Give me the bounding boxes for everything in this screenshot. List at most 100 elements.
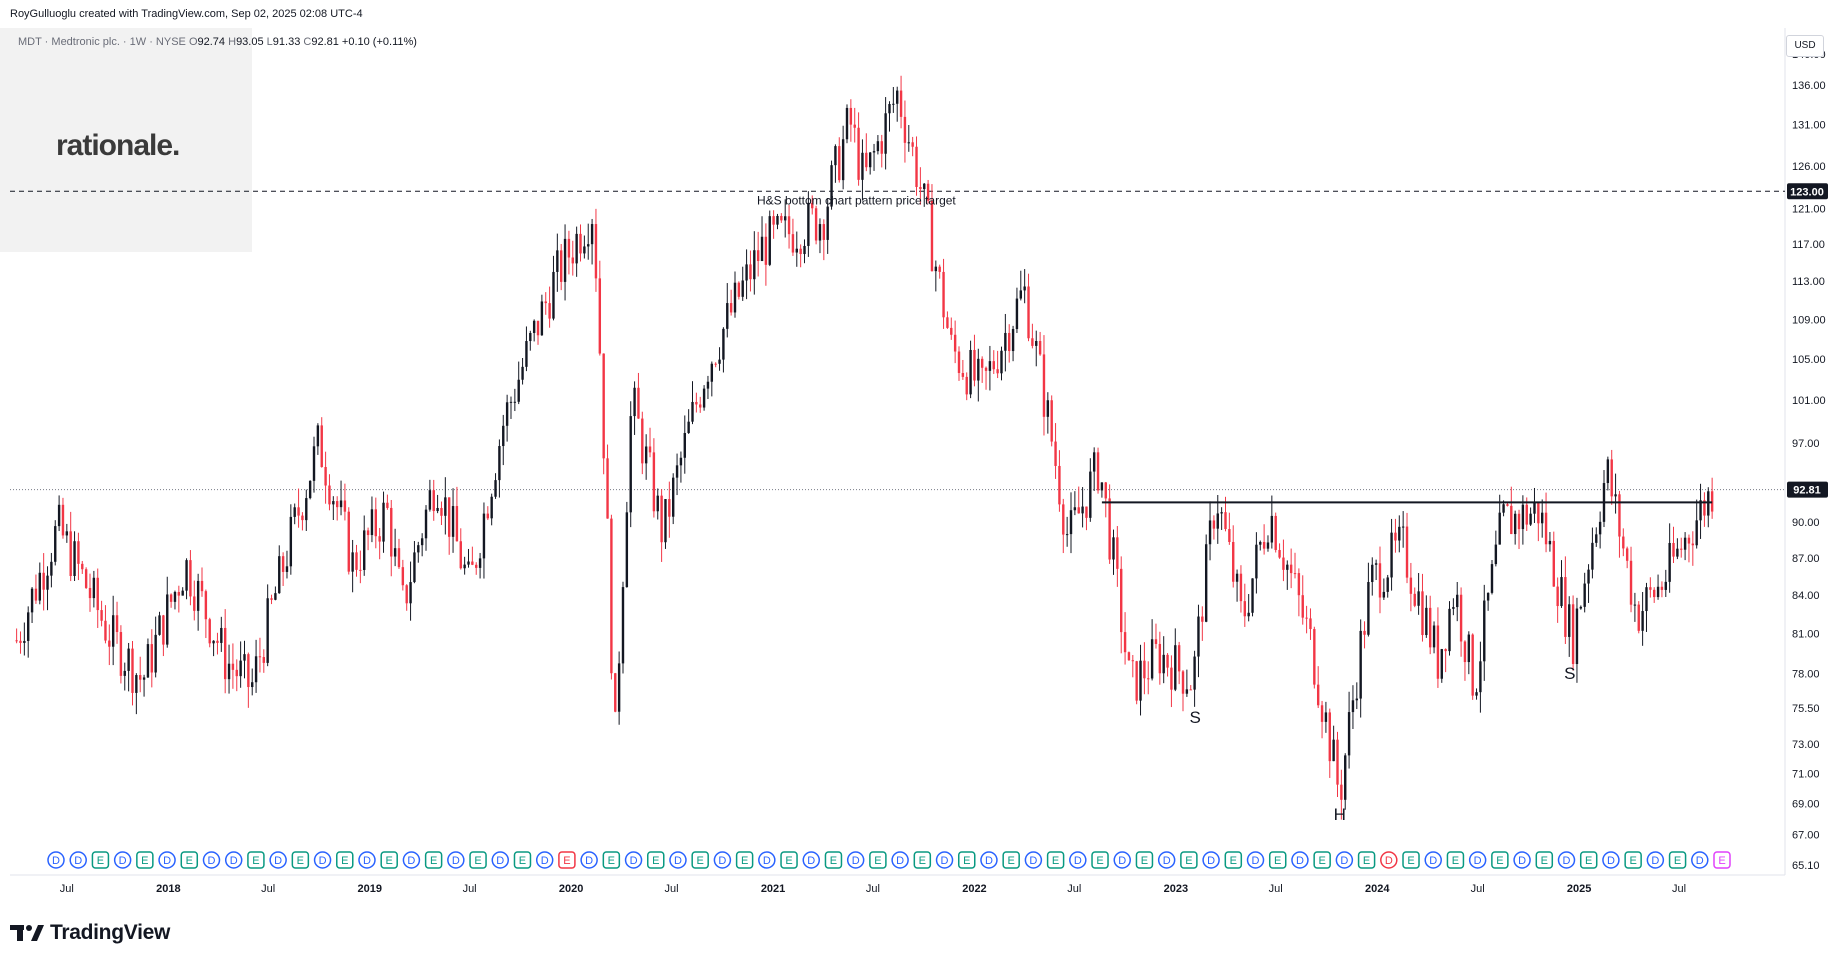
candle-body <box>432 490 435 512</box>
dividend-badge-label: D <box>407 855 415 867</box>
candle-body <box>185 560 188 591</box>
candle-body <box>1544 512 1548 545</box>
candle-body <box>355 552 358 570</box>
candle-body <box>1344 755 1347 800</box>
candle-body <box>1123 632 1127 653</box>
candle-body <box>950 327 953 335</box>
candle-body <box>737 282 741 297</box>
candle-body <box>478 558 482 568</box>
dividend-badge <box>402 851 421 869</box>
candle-body <box>413 552 416 583</box>
candle-body <box>1143 660 1146 679</box>
candle-body <box>498 446 501 481</box>
candle-body <box>127 648 130 671</box>
candle-body <box>629 416 632 513</box>
candle-body <box>1463 641 1467 663</box>
candle-body <box>803 245 806 255</box>
dividend-badge <box>1602 851 1620 869</box>
candle-body <box>417 545 420 553</box>
candle-body <box>289 516 293 567</box>
candle-body <box>617 663 621 712</box>
candle-body <box>1386 577 1389 592</box>
earnings-badge-label: E <box>297 855 304 867</box>
candle-body <box>1170 667 1173 690</box>
candle-body <box>567 238 571 258</box>
candle-body <box>942 271 945 318</box>
candle-body <box>351 552 354 572</box>
candle-body <box>305 498 308 521</box>
candle-body <box>1467 634 1471 663</box>
earnings-badge-label: E <box>785 855 792 867</box>
candle-body <box>1274 515 1277 550</box>
x-tick-label: 2025 <box>1567 883 1591 895</box>
candle-body <box>1201 616 1204 622</box>
candle-body <box>467 561 470 565</box>
candle-body <box>359 569 362 571</box>
candle-body <box>146 644 150 678</box>
y-tick-label: 131.00 <box>1792 120 1826 132</box>
dividend-badge-label: D <box>985 855 993 867</box>
earnings-badge-label: E <box>1585 855 1592 867</box>
earnings-badge <box>780 851 798 869</box>
candle-body <box>262 657 266 663</box>
candle-body <box>876 141 880 152</box>
earnings-badge-label: E <box>874 855 881 867</box>
dividend-badge <box>113 851 132 869</box>
earnings-badge <box>1357 851 1376 869</box>
candle-body <box>1598 521 1602 535</box>
dividend-badge-label: D <box>119 855 127 867</box>
candle-body <box>1649 587 1652 590</box>
candle-body <box>1521 504 1525 530</box>
candle-body <box>749 264 752 280</box>
earnings-badge <box>336 851 354 869</box>
candle-body <box>254 656 258 683</box>
candle-body <box>181 590 184 596</box>
candle-body <box>1587 569 1590 584</box>
earnings-badge-label: E <box>1674 855 1681 867</box>
candle-body <box>370 509 374 536</box>
candle-body <box>475 564 478 568</box>
dividend-badge <box>47 851 65 869</box>
earnings-badge-label: E <box>1541 855 1548 867</box>
candle-body <box>1374 563 1378 565</box>
candle-body <box>150 644 153 673</box>
candle-body <box>92 577 96 599</box>
candle-body <box>525 341 528 367</box>
candle-body <box>1448 608 1451 652</box>
candle-body <box>1340 784 1343 800</box>
candle-body <box>1293 573 1297 575</box>
candle-body <box>745 264 748 281</box>
x-tick-label: Jul <box>866 883 880 895</box>
candle-body <box>1320 705 1324 722</box>
candle-body <box>1641 611 1644 631</box>
candle-body <box>335 501 339 508</box>
candle-body <box>776 215 779 225</box>
candle-body <box>1606 459 1610 484</box>
candle-body <box>166 594 169 645</box>
candle-body <box>961 373 965 377</box>
y-tick-label: 90.00 <box>1792 517 1820 529</box>
candle-body <box>328 485 331 505</box>
candle-body <box>1575 608 1579 665</box>
candle-body <box>753 250 756 280</box>
candle-body <box>1154 639 1158 644</box>
candle-body <box>1092 452 1096 472</box>
candle-body <box>270 598 273 600</box>
dividend-badge <box>358 851 376 869</box>
tradingview-logo[interactable]: TradingView <box>10 921 170 945</box>
candle-body <box>158 615 161 635</box>
earnings-badge <box>180 851 199 869</box>
y-tick-label: 67.00 <box>1792 830 1820 842</box>
candle-body <box>1150 639 1154 679</box>
dividend-badge <box>846 851 865 869</box>
currency-button[interactable]: USD <box>1786 35 1824 57</box>
candle-body <box>131 648 134 693</box>
candle-body <box>1687 537 1691 544</box>
candle-body <box>196 580 200 611</box>
candle-body <box>115 615 119 633</box>
earnings-badge <box>1180 851 1198 869</box>
candle-body <box>892 103 895 105</box>
candle-body <box>1336 739 1339 785</box>
candle-body <box>1502 504 1505 513</box>
